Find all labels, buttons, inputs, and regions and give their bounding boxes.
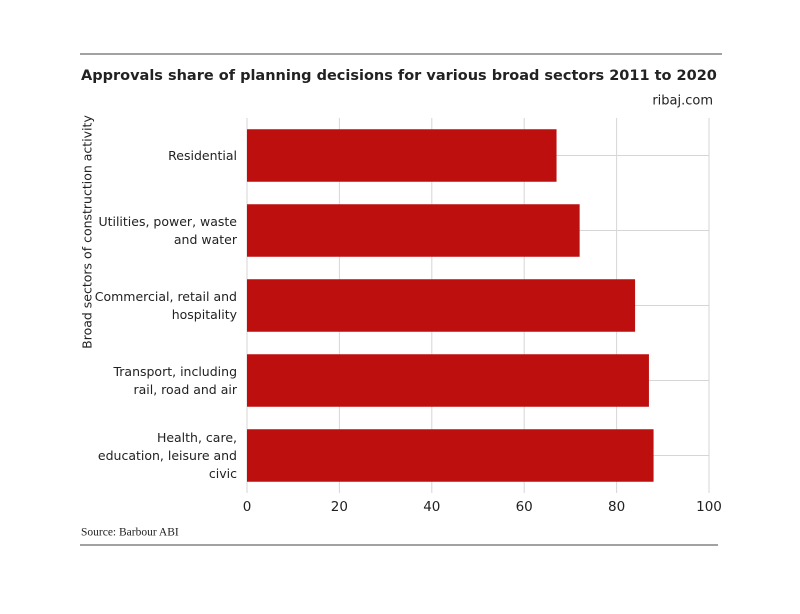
x-tick-label: 60 — [516, 499, 533, 515]
bar — [247, 354, 649, 407]
x-tick-label: 100 — [696, 499, 722, 515]
category-label: Utilities, power, waste and water — [98, 213, 237, 247]
bar — [247, 279, 636, 332]
chart-title: Approvals share of planning decisions fo… — [81, 68, 717, 84]
source-note: Source: Barbour ABI — [81, 527, 179, 539]
y-axis-label: Broad sectors of construction activity — [80, 115, 95, 349]
x-tick-label: 0 — [243, 499, 252, 515]
category-label: Commercial, retail and hospitality — [94, 288, 237, 322]
x-tick-label: 40 — [423, 499, 440, 515]
bar — [247, 129, 557, 182]
category-label: Residential — [168, 147, 237, 163]
category-label: Transport, including rail, road and air — [113, 363, 237, 397]
bar — [247, 204, 580, 257]
x-tick-label: 20 — [331, 499, 348, 515]
x-tick-label: 80 — [608, 499, 625, 515]
source-site: ribaj.com — [652, 94, 713, 109]
bar — [247, 429, 654, 482]
category-label: Health, care, education, leisure and civ… — [97, 429, 237, 481]
